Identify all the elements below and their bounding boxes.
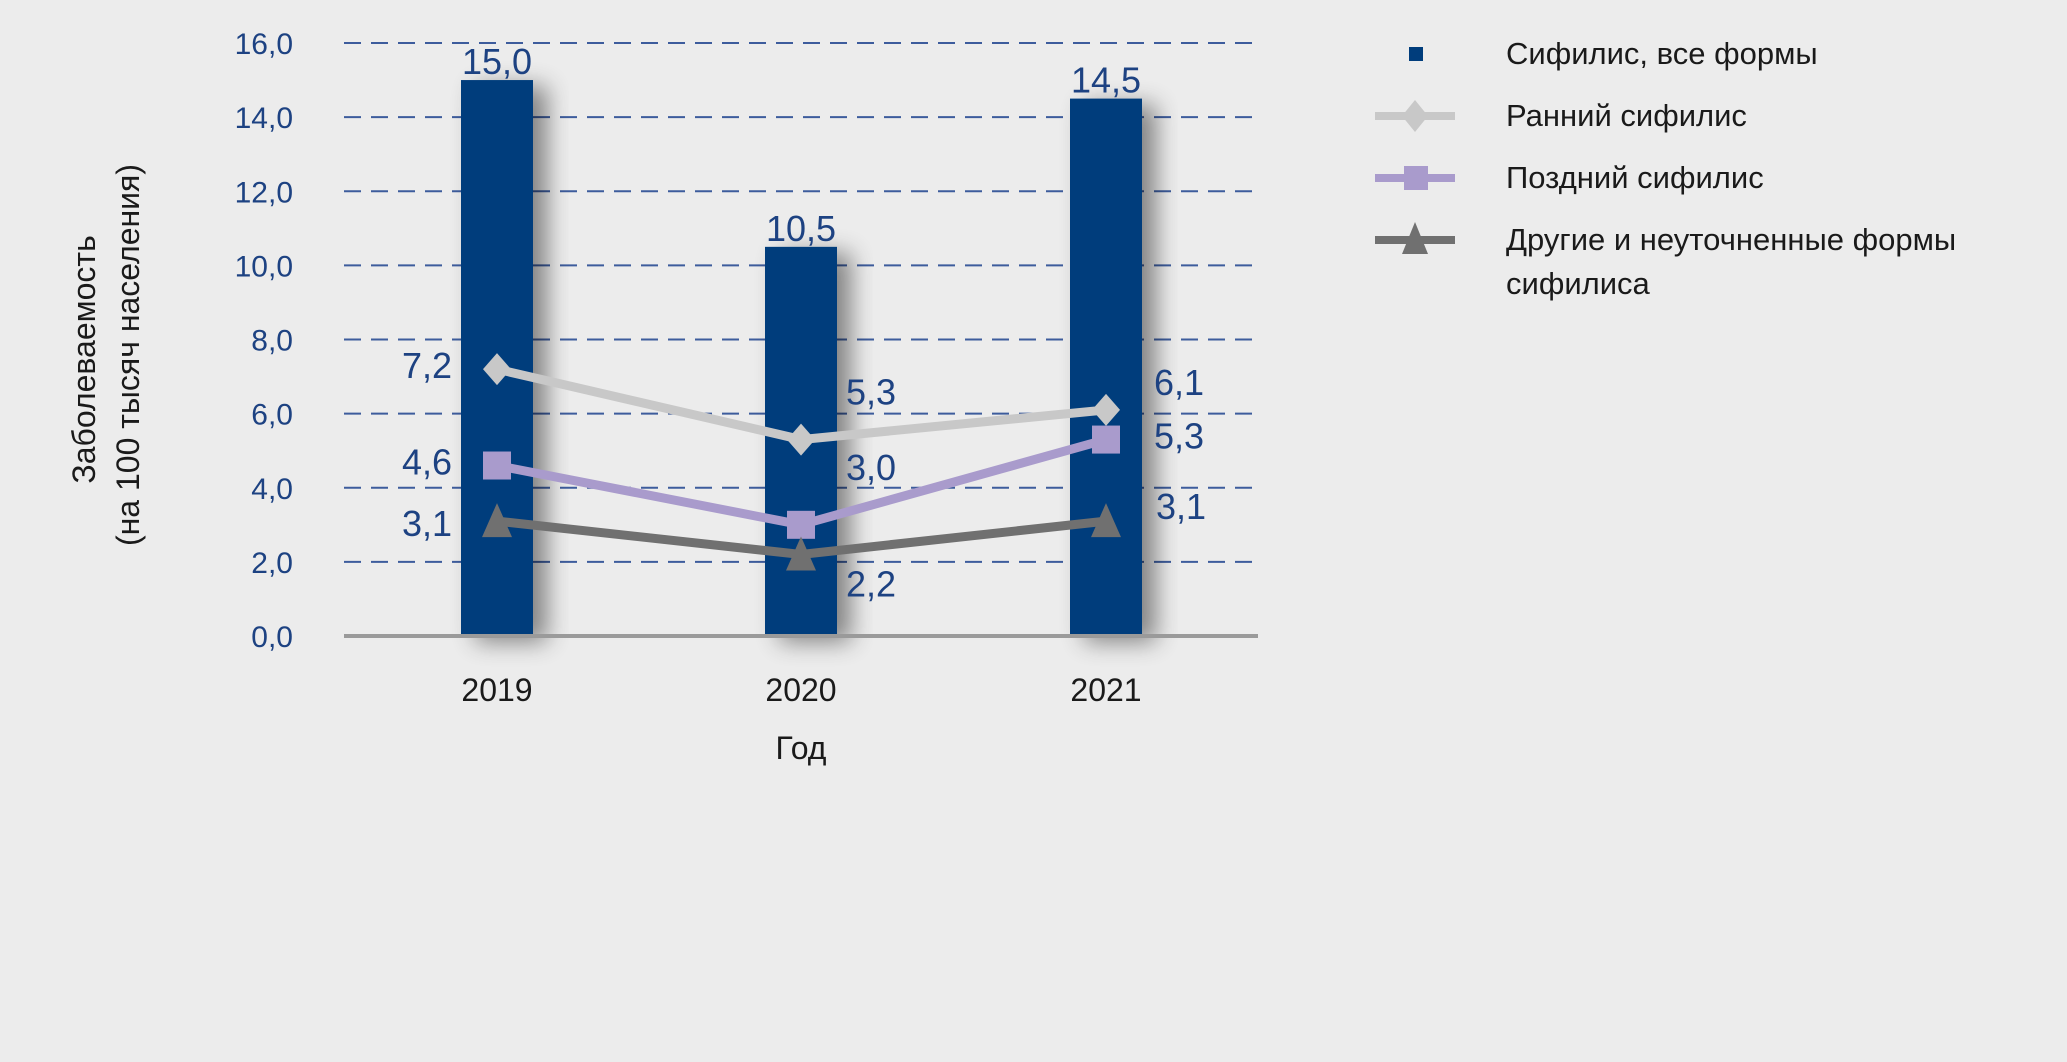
diamond-marker bbox=[1092, 393, 1120, 426]
bar-value-label: 10,5 bbox=[766, 208, 836, 249]
point-value-label: 5,3 bbox=[1154, 416, 1204, 457]
legend-item-all-forms: Сифилис, все формы bbox=[1370, 30, 2050, 92]
x-tick-label: 2019 bbox=[461, 672, 532, 708]
x-axis-ticks: 2019 2020 2021 bbox=[461, 672, 1141, 708]
point-value-label: 3,1 bbox=[402, 503, 452, 544]
y-tick-label: 6,0 bbox=[251, 399, 293, 432]
legend-item-late: Поздний сифилис bbox=[1370, 154, 2050, 216]
diamond-marker bbox=[483, 353, 511, 386]
point-value-label: 7,2 bbox=[402, 345, 452, 386]
y-tick-label: 8,0 bbox=[251, 325, 293, 358]
point-value-label: 6,1 bbox=[1154, 362, 1204, 403]
series-lines bbox=[482, 353, 1121, 571]
point-value-label: 5,3 bbox=[846, 372, 896, 413]
y-axis-title-line-2: (на 100 тысяч населения) bbox=[110, 164, 146, 546]
point-value-label: 4,6 bbox=[402, 442, 452, 483]
y-tick-label: 12,0 bbox=[235, 176, 293, 209]
square-marker bbox=[787, 510, 815, 539]
y-axis-title: Заболеваемость (на 100 тысяч населения) bbox=[66, 164, 146, 546]
square-marker bbox=[1092, 425, 1120, 454]
legend-label: Ранний сифилис bbox=[1506, 98, 1747, 133]
legend-label: Поздний сифилис bbox=[1506, 160, 1764, 195]
y-tick-label: 4,0 bbox=[251, 473, 293, 506]
square-marker-icon bbox=[1409, 47, 1423, 61]
legend-label-line-2: сифилиса bbox=[1506, 266, 1650, 301]
y-tick-label: 2,0 bbox=[251, 547, 293, 580]
diamond-line-icon bbox=[1375, 100, 1455, 132]
triangle-marker bbox=[482, 503, 512, 538]
legend-label-line-1: Другие и неуточненные формы bbox=[1506, 222, 1957, 257]
chart: 0,0 2,0 4,0 6,0 8,0 10,0 12,0 14,0 16,0 15,0 10,5… bbox=[66, 28, 1258, 766]
legend-label: Сифилис, все формы bbox=[1506, 36, 1818, 71]
y-tick-label: 16,0 bbox=[235, 28, 293, 61]
x-tick-label: 2021 bbox=[1070, 672, 1141, 708]
point-value-label: 2,2 bbox=[846, 563, 896, 604]
y-axis-title-line-1: Заболеваемость bbox=[66, 235, 102, 483]
diamond-marker bbox=[787, 423, 815, 456]
x-axis-title: Год bbox=[776, 730, 827, 766]
triangle-marker bbox=[786, 536, 816, 571]
triangle-marker bbox=[1091, 503, 1121, 538]
bar-value-label: 15,0 bbox=[462, 41, 532, 82]
square-line-icon bbox=[1375, 166, 1455, 190]
y-tick-label: 10,0 bbox=[235, 250, 293, 283]
y-axis-ticks: 0,0 2,0 4,0 6,0 8,0 10,0 12,0 14,0 16,0 bbox=[235, 28, 293, 654]
point-value-label: 3,1 bbox=[1156, 486, 1206, 527]
y-tick-label: 14,0 bbox=[235, 102, 293, 135]
legend-label: Другие и неуточненные формы сифилиса bbox=[1506, 218, 2026, 306]
legend-item-early: Ранний сифилис bbox=[1370, 92, 2050, 154]
y-tick-label: 0,0 bbox=[251, 621, 293, 654]
data-labels: 15,0 10,5 14,5 7,2 5,3 6,1 4,6 3,0 5,3 3,1 2,2 3,1 bbox=[402, 41, 1206, 604]
triangle-line-icon bbox=[1375, 222, 1455, 254]
point-value-label: 3,0 bbox=[846, 447, 896, 488]
bar-2021 bbox=[1070, 98, 1142, 636]
legend: Сифилис, все формы Ранний сифилис Поздни… bbox=[1370, 30, 2050, 316]
x-tick-label: 2020 bbox=[765, 672, 836, 708]
square-marker bbox=[483, 451, 511, 480]
bar-value-label: 14,5 bbox=[1071, 60, 1141, 101]
legend-item-other: Другие и неуточненные формы сифилиса bbox=[1370, 216, 2050, 316]
